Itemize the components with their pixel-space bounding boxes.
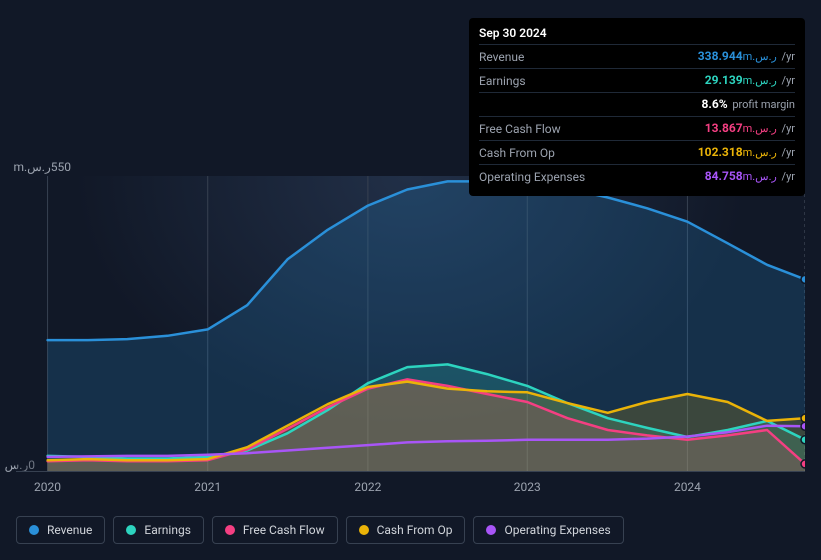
- legend-dot-icon: [126, 525, 136, 535]
- tooltip-row-value: 29.139ر.س.m /yr: [705, 72, 795, 89]
- legend-item[interactable]: Cash From Op: [346, 516, 466, 544]
- x-axis-tick: 2023: [514, 480, 541, 494]
- legend-label: Earnings: [144, 523, 191, 537]
- tooltip-row-label: Cash From Op: [479, 145, 555, 161]
- tooltip-row-value: 338.944ر.س.m /yr: [698, 48, 795, 65]
- x-axis: 2020 2021 2022 2023 2024: [16, 480, 805, 504]
- data-tooltip: Sep 30 2024 Revenue 338.944ر.س.m /yr Earni…: [469, 18, 805, 196]
- x-axis-tick: 2024: [674, 480, 701, 494]
- tooltip-row: Operating Expenses 84.758ر.س.m /yr: [479, 164, 795, 188]
- tooltip-date: Sep 30 2024: [479, 26, 795, 44]
- legend-item[interactable]: Free Cash Flow: [212, 516, 338, 544]
- tooltip-row-value: 8.6% profit margin: [701, 96, 795, 113]
- area-chart: [16, 176, 805, 472]
- x-axis-tick: 2022: [354, 480, 381, 494]
- legend-dot-icon: [29, 525, 39, 535]
- legend: Revenue Earnings Free Cash Flow Cash From O…: [16, 516, 624, 544]
- tooltip-row: Revenue 338.944ر.س.m /yr: [479, 44, 795, 68]
- legend-label: Cash From Op: [377, 523, 453, 537]
- legend-item[interactable]: Revenue: [16, 516, 105, 544]
- legend-dot-icon: [486, 525, 496, 535]
- legend-label: Revenue: [47, 523, 92, 537]
- tooltip-row-label: Earnings: [479, 73, 526, 89]
- legend-item[interactable]: Operating Expenses: [473, 516, 623, 544]
- tooltip-row: Cash From Op 102.318ر.س.m /yr: [479, 140, 795, 164]
- tooltip-row-value: 84.758ر.س.m /yr: [705, 168, 795, 185]
- legend-label: Free Cash Flow: [243, 523, 325, 537]
- tooltip-row-value: 13.867ر.س.m /yr: [705, 120, 795, 137]
- legend-label: Operating Expenses: [504, 523, 610, 537]
- tooltip-row-label: Operating Expenses: [479, 169, 585, 185]
- tooltip-row: 8.6% profit margin: [479, 92, 795, 116]
- tooltip-row-label: Revenue: [479, 49, 524, 65]
- chart-plot-area[interactable]: [16, 176, 805, 472]
- tooltip-row-value: 102.318ر.س.m /yr: [698, 144, 795, 161]
- x-axis-tick: 2020: [34, 480, 61, 494]
- legend-dot-icon: [359, 525, 369, 535]
- tooltip-row-label: Free Cash Flow: [479, 121, 561, 137]
- y-axis-max: 550ر.س.m: [13, 160, 71, 174]
- tooltip-row: Free Cash Flow 13.867ر.س.m /yr: [479, 116, 795, 140]
- legend-item[interactable]: Earnings: [113, 516, 204, 544]
- x-axis-tick: 2021: [194, 480, 221, 494]
- tooltip-row: Earnings 29.139ر.س.m /yr: [479, 68, 795, 92]
- legend-dot-icon: [225, 525, 235, 535]
